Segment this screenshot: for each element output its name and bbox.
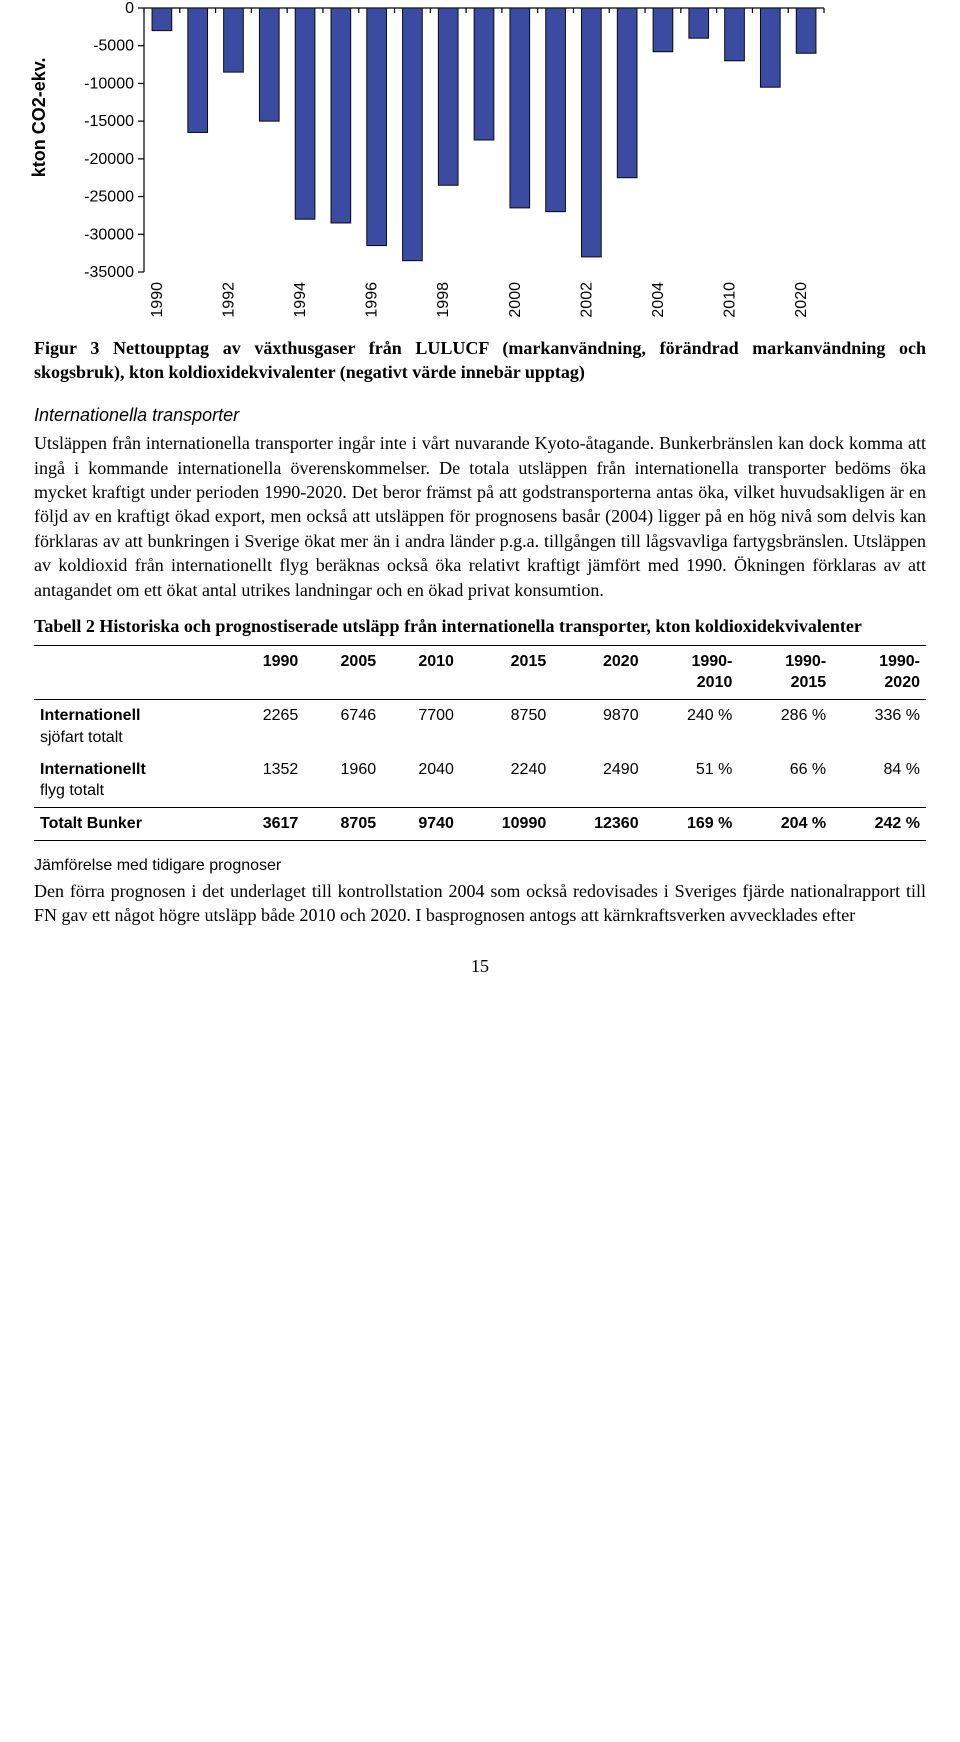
svg-text:1990: 1990 <box>149 282 166 318</box>
table-head-row: 199020052010201520201990-20101990-201519… <box>34 645 926 700</box>
table-cell: 2040 <box>382 754 460 808</box>
figure-caption: Figur 3 Nettoupptag av växthusgaser från… <box>34 336 926 385</box>
svg-text:-5000: -5000 <box>93 38 134 55</box>
table-cell: 8750 <box>460 700 552 754</box>
table-cell: 286 % <box>738 700 832 754</box>
chart: 0 -5000 -10000 -15000 -20000 -25000 -30000 -350… <box>74 0 834 330</box>
table-body: Internationellsjöfart totalt226567467700… <box>34 700 926 841</box>
table-cell: 2240 <box>460 754 552 808</box>
body-paragraph-2: Den förra prognosen i det underlaget til… <box>34 879 926 928</box>
section-heading: Internationella transporter <box>34 403 926 427</box>
table-row: Totalt Bunker3617870597401099012360169 %… <box>34 808 926 841</box>
table-cell: 51 % <box>645 754 739 808</box>
table-col-6: 1990-2010 <box>645 645 739 700</box>
svg-text:2002: 2002 <box>578 282 595 318</box>
table-col-1: 1990 <box>227 645 305 700</box>
table-cell: 1352 <box>227 754 305 808</box>
table-cell: 2265 <box>227 700 305 754</box>
chart-ylabel-col: kton CO2-ekv. <box>34 0 74 154</box>
table-col-7: 1990-2015 <box>738 645 832 700</box>
emissions-table: 199020052010201520201990-20101990-201519… <box>34 645 926 841</box>
table-col-2: 2005 <box>304 645 382 700</box>
table-cell: 6746 <box>304 700 382 754</box>
table-row: Internationelltflyg totalt13521960204022… <box>34 754 926 808</box>
svg-text:1996: 1996 <box>364 282 381 318</box>
table-cell: 10990 <box>460 808 552 841</box>
svg-text:-25000: -25000 <box>84 189 134 206</box>
svg-text:-15000: -15000 <box>84 113 134 130</box>
table-cell: 9740 <box>382 808 460 841</box>
table-row: Internationellsjöfart totalt226567467700… <box>34 700 926 754</box>
svg-text:-10000: -10000 <box>84 75 134 92</box>
svg-text:0: 0 <box>125 0 134 17</box>
table-head: 199020052010201520201990-20101990-201519… <box>34 645 926 700</box>
table-col-0 <box>34 645 227 700</box>
table-cell: 1960 <box>304 754 382 808</box>
svg-text:1992: 1992 <box>220 282 237 318</box>
table-caption: Tabell 2 Historiska och prognostiserade … <box>34 614 926 638</box>
table-cell: 8705 <box>304 808 382 841</box>
table-cell: 66 % <box>738 754 832 808</box>
table-cell: 169 % <box>645 808 739 841</box>
chart-ylabel: kton CO2-ekv. <box>27 107 51 177</box>
svg-text:-30000: -30000 <box>84 226 134 243</box>
table-cell: 12360 <box>552 808 644 841</box>
svg-text:2000: 2000 <box>507 282 524 318</box>
svg-text:-35000: -35000 <box>84 264 134 281</box>
svg-text:2004: 2004 <box>650 282 667 318</box>
chart-svg: 0 -5000 -10000 -15000 -20000 -25000 -30000 -350… <box>74 0 834 330</box>
table-cell: 240 % <box>645 700 739 754</box>
table-cell: 84 % <box>832 754 926 808</box>
table-cell: 242 % <box>832 808 926 841</box>
subsection-heading: Jämförelse med tidigare prognoser <box>34 855 926 877</box>
table-col-8: 1990-2020 <box>832 645 926 700</box>
svg-text:1994: 1994 <box>292 282 309 318</box>
svg-text:2020: 2020 <box>793 282 810 318</box>
svg-text:2010: 2010 <box>722 282 739 318</box>
table-cell: 336 % <box>832 700 926 754</box>
table-cell: 2490 <box>552 754 644 808</box>
row-label: Totalt Bunker <box>34 808 227 841</box>
svg-text:-20000: -20000 <box>84 151 134 168</box>
table-cell: 7700 <box>382 700 460 754</box>
table-col-3: 2010 <box>382 645 460 700</box>
table-col-4: 2015 <box>460 645 552 700</box>
svg-text:1998: 1998 <box>435 282 452 318</box>
table-col-5: 2020 <box>552 645 644 700</box>
chart-container: kton CO2-ekv. 0 -5000 -10000 -15000 -20000 -2… <box>34 0 926 330</box>
table-cell: 204 % <box>738 808 832 841</box>
table-cell: 3617 <box>227 808 305 841</box>
row-label: Internationelltflyg totalt <box>34 754 227 808</box>
body-paragraph-1: Utsläppen från internationella transport… <box>34 431 926 602</box>
page-number: 15 <box>34 954 926 978</box>
row-label: Internationellsjöfart totalt <box>34 700 227 754</box>
table-cell: 9870 <box>552 700 644 754</box>
